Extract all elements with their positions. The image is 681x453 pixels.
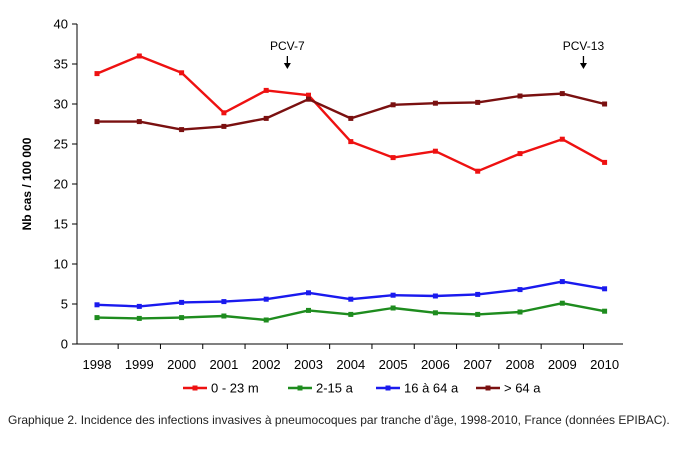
data-point (517, 151, 523, 157)
data-point (602, 286, 608, 292)
x-tick-label: 2005 (379, 357, 408, 372)
legend-label: 16 à 64 a (404, 381, 459, 396)
series-line-3 (95, 280, 606, 308)
y-tick-label: 30 (54, 97, 68, 112)
data-point (602, 159, 608, 165)
data-point (94, 71, 100, 77)
data-point (559, 300, 565, 306)
data-point (559, 279, 565, 285)
data-point (179, 70, 185, 76)
legend: 0 - 23 m 2-15 a 16 à 64 a > 64 a (183, 381, 541, 396)
y-tick-label: 15 (54, 217, 68, 232)
data-point (136, 303, 142, 309)
x-tick-label: 2001 (209, 357, 238, 372)
vaccine-annotations: PCV-7 PCV-13 (270, 39, 604, 69)
data-point (559, 136, 565, 142)
axes: 0 5 10 15 20 25 30 35 40 1998 1999 2000 2001 2002 2003… (20, 17, 623, 372)
data-point (432, 148, 438, 154)
x-tick-label: 2000 (167, 357, 196, 372)
data-point (432, 293, 438, 299)
data-point (221, 110, 227, 116)
figure-caption: Graphique 2. Incidence des infections in… (8, 413, 670, 427)
y-tick-label: 20 (54, 177, 68, 192)
data-point (179, 127, 185, 133)
data-point (390, 155, 396, 161)
data-point (475, 99, 481, 105)
data-point (348, 296, 354, 302)
data-point (306, 92, 311, 98)
series-line-4 (95, 92, 606, 131)
incidence-line-chart: 0 5 10 15 20 25 30 35 40 1998 1999 2000 2001 2002 2003… (20, 17, 623, 396)
x-tick-label: 2004 (336, 357, 365, 372)
data-point (348, 311, 354, 317)
data-point (221, 299, 227, 305)
y-tick-label: 10 (54, 257, 68, 272)
y-axis-title: Nb cas / 100 000 (20, 137, 34, 230)
annotation-arrow-head (283, 63, 291, 69)
x-tick-label: 2010 (590, 357, 619, 372)
data-point (348, 115, 354, 121)
data-point (432, 100, 438, 106)
x-tick-label: 2007 (463, 357, 492, 372)
annotation-label: PCV-7 (270, 39, 305, 53)
x-tick-label: 2008 (506, 357, 535, 372)
legend-label: 2-15 a (316, 381, 354, 396)
data-point (179, 299, 185, 305)
legend-label: > 64 a (504, 381, 541, 396)
data-point (432, 310, 438, 316)
y-tick-label: 40 (54, 17, 68, 32)
x-tick-label: 1999 (125, 357, 154, 372)
data-point (602, 101, 608, 107)
data-point (136, 315, 142, 321)
series-lines (94, 53, 608, 323)
data-point (306, 290, 311, 296)
series-line-2 (95, 302, 606, 322)
y-tick-label: 5 (61, 297, 68, 312)
data-point (306, 307, 311, 313)
y-tick-label: 0 (61, 337, 68, 352)
data-point (263, 317, 269, 323)
legend-marker (485, 385, 491, 391)
data-point (221, 313, 227, 319)
series-line-1 (95, 54, 606, 173)
legend-label: 0 - 23 m (211, 381, 259, 396)
data-point (136, 119, 142, 125)
x-tick-label: 2002 (252, 357, 281, 372)
data-point (94, 302, 100, 308)
data-point (94, 315, 100, 321)
data-point (136, 53, 142, 59)
data-point (179, 315, 185, 321)
data-point (559, 91, 565, 97)
data-point (475, 311, 481, 317)
x-tick-label: 2003 (294, 357, 323, 372)
data-point (94, 119, 100, 125)
data-point (390, 292, 396, 298)
x-tick-label: 2006 (421, 357, 450, 372)
data-point (475, 168, 481, 174)
annotation-arrow-head (579, 63, 587, 69)
x-tick-label: 2009 (548, 357, 577, 372)
data-point (390, 102, 396, 108)
data-point (390, 305, 396, 311)
data-point (306, 96, 311, 102)
y-tick-label: 25 (54, 137, 68, 152)
legend-marker (297, 385, 303, 391)
legend-marker (192, 385, 198, 391)
data-point (263, 115, 269, 121)
legend-marker (385, 385, 391, 391)
data-point (602, 308, 608, 314)
x-tick-label: 1998 (83, 357, 112, 372)
data-point (475, 291, 481, 297)
data-point (517, 309, 523, 315)
data-point (221, 123, 227, 129)
data-point (263, 87, 269, 93)
annotation-label: PCV-13 (563, 39, 605, 53)
data-point (263, 296, 269, 302)
data-point (348, 139, 354, 145)
y-tick-label: 35 (54, 57, 68, 72)
data-point (517, 93, 523, 99)
data-point (517, 287, 523, 293)
